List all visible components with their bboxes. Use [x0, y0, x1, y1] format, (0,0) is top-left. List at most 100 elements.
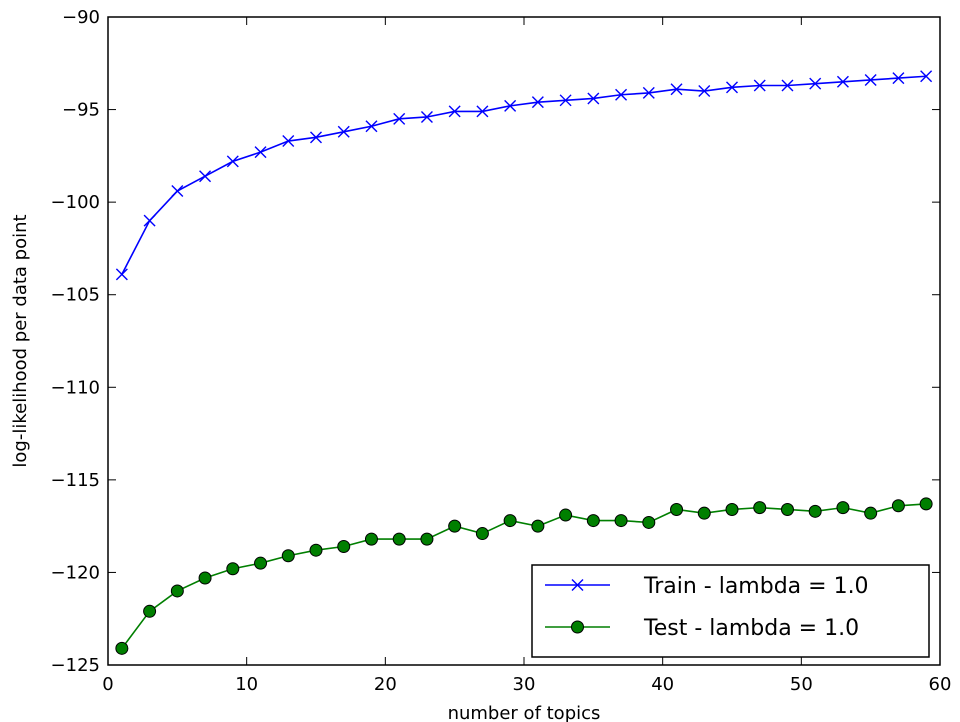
x-marker-stroke — [781, 79, 794, 92]
series-2-point — [143, 604, 157, 618]
series-1-point — [504, 99, 517, 112]
series-2-point — [254, 556, 268, 570]
series-1-point — [310, 131, 322, 144]
series-1-point — [781, 79, 794, 92]
series-2-point — [281, 549, 295, 563]
series-2-point — [670, 502, 684, 516]
legend-label-2: Test - lambda = 1.0 — [643, 616, 859, 641]
series-2-point — [780, 502, 794, 516]
x-marker-stroke — [753, 79, 766, 92]
x-axis-label: number of topics — [448, 703, 601, 722]
series-1-point — [615, 88, 628, 101]
series-2-point — [891, 499, 905, 513]
x-marker-stroke — [615, 88, 628, 101]
x-marker-stroke — [448, 105, 461, 118]
x-tick-label: 10 — [235, 674, 258, 695]
series-1-point — [143, 214, 156, 227]
series-2-point — [170, 584, 184, 598]
series-1-point — [337, 125, 350, 138]
y-tick-label: −95 — [62, 100, 100, 121]
x-marker-stroke — [587, 92, 600, 105]
x-marker-stroke — [199, 170, 212, 183]
x-tick-label: 0 — [102, 674, 113, 695]
series-1-point — [726, 81, 738, 94]
series-2-point — [642, 515, 656, 529]
series-1-point — [282, 135, 295, 148]
series-2-point — [364, 532, 378, 546]
series-2-point — [531, 519, 545, 533]
x-marker-stroke — [642, 86, 655, 99]
series-2-point — [614, 514, 628, 528]
x-marker-stroke — [531, 96, 544, 109]
series-1-point — [115, 268, 128, 281]
series-2-point — [919, 497, 933, 511]
series-2-point — [392, 532, 406, 546]
series-1-point — [642, 86, 655, 99]
series-1-point — [476, 105, 489, 118]
x-marker-stroke — [226, 155, 239, 168]
series-1-point — [698, 85, 711, 98]
legend-items: Train - lambda = 1.0 Test - lambda = 1.0 — [545, 574, 869, 641]
x-tick-label: 20 — [374, 674, 397, 695]
series-2-point — [198, 571, 212, 585]
series-1-point — [836, 75, 849, 88]
x-marker-stroke — [698, 85, 711, 98]
y-tick-label: −115 — [51, 470, 100, 491]
x-marker-stroke — [337, 125, 350, 138]
series-2-point — [226, 562, 240, 576]
y-axis-label: log-likelihood per data point — [10, 214, 31, 467]
series-2-point — [337, 540, 351, 554]
y-tick-label: −110 — [51, 377, 100, 398]
series-2-point — [725, 502, 739, 516]
series-1-point — [448, 105, 461, 118]
x-marker-stroke — [809, 77, 822, 90]
x-marker-stroke — [504, 99, 517, 112]
series-1-point — [199, 170, 212, 183]
x-marker-stroke — [365, 120, 378, 133]
series-1-point — [864, 73, 877, 86]
y-tick-label: −105 — [51, 285, 100, 306]
series-1-point — [809, 77, 822, 90]
series-1-point — [171, 185, 184, 198]
x-tick-label: 50 — [790, 674, 813, 695]
y-tick-label: −90 — [62, 7, 100, 28]
series-2-point — [503, 514, 517, 528]
x-tick-label: 60 — [929, 674, 952, 695]
series-2-point — [115, 641, 129, 655]
series-1-point — [531, 96, 544, 109]
x-marker-stroke — [310, 131, 322, 144]
series-1-point — [587, 92, 600, 105]
series-2-point — [448, 519, 462, 533]
x-marker-stroke — [282, 135, 295, 148]
plot-marks — [115, 70, 933, 655]
legend: Train - lambda = 1.0 Test - lambda = 1.0 — [531, 564, 930, 658]
series-2-point — [586, 514, 600, 528]
series-1-point — [226, 155, 239, 168]
x-tick-label: 30 — [513, 674, 536, 695]
series-1-point — [920, 70, 933, 83]
series-2-point — [864, 506, 878, 520]
x-marker-stroke — [115, 268, 128, 281]
y-tick-label: −125 — [51, 655, 100, 676]
x-marker-stroke — [171, 185, 184, 198]
x-marker-stroke — [476, 105, 489, 118]
y-tick-label: −120 — [51, 562, 100, 583]
series-2-point — [697, 506, 711, 520]
x-marker-stroke — [571, 579, 584, 591]
legend-marker-2 — [571, 620, 584, 634]
series-1-point — [365, 120, 378, 133]
series-2-point — [309, 543, 323, 557]
x-marker-stroke — [892, 72, 905, 85]
axis-ticks: 0 10 20 30 40 50 60 −125 −120 −115 −110 −105 −100 −95… — [51, 7, 952, 695]
x-marker-stroke — [836, 75, 849, 88]
y-tick-label: −100 — [51, 192, 100, 213]
series-line-1 — [121, 75, 927, 275]
x-marker-stroke — [420, 110, 433, 123]
series-2-point — [475, 527, 489, 541]
x-marker-stroke — [559, 94, 572, 107]
x-marker-stroke — [393, 112, 406, 125]
x-marker-stroke — [864, 73, 877, 86]
series-1-point — [420, 110, 433, 123]
x-marker-stroke — [254, 146, 267, 159]
